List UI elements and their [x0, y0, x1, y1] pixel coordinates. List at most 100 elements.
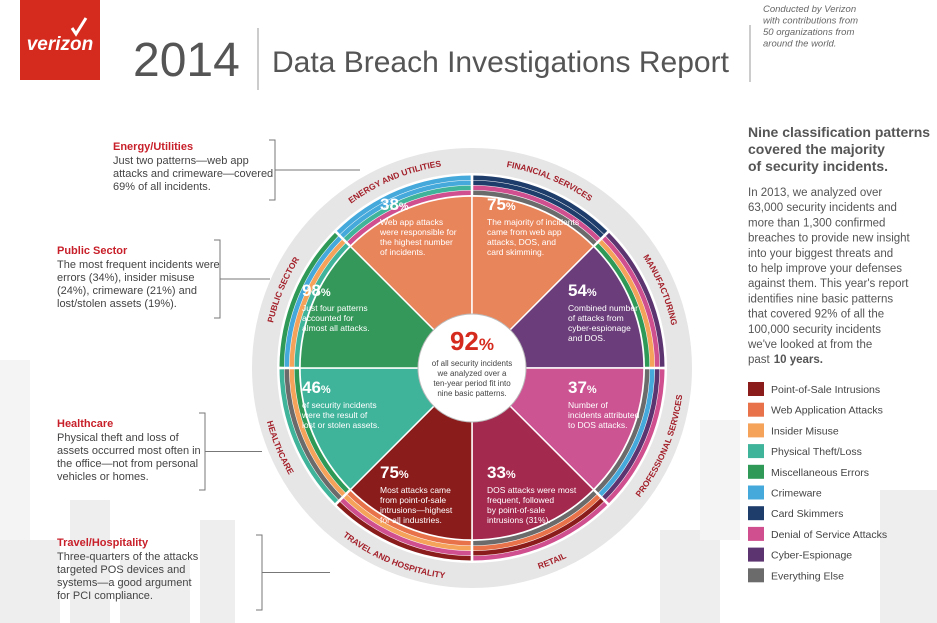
- note-line: Conducted by Verizon: [763, 4, 856, 15]
- annotation-text: Three-quarters of the attacks: [57, 551, 199, 563]
- legend-label: Everything Else: [771, 570, 844, 582]
- intro-text: that covered 92% of all the: [748, 309, 884, 321]
- intro-text: we've looked at from the: [747, 339, 872, 351]
- center-text: ten-year period fit into: [433, 379, 511, 388]
- legend-label: Web Application Attacks: [771, 405, 883, 417]
- sector-value: 98: [302, 281, 321, 300]
- sector-unit: %: [587, 384, 597, 396]
- annotation-text: for PCI compliance.: [57, 590, 153, 602]
- legend-swatch: [748, 464, 764, 479]
- annotation-text: Physical theft and loss of: [57, 432, 180, 444]
- sector-percent: 38%: [380, 195, 409, 214]
- sector-text: The majority of incidents: [487, 217, 579, 227]
- center-text: we analyzed over a: [437, 369, 507, 378]
- sector-text: cyber-espionage: [568, 323, 631, 333]
- intro-line: 100,000 security incidents: [748, 324, 881, 336]
- annotation-bracket: [269, 139, 360, 201]
- sector-text: came from web app: [487, 227, 562, 237]
- annotation-text: (24%), crimeware (21%) and: [57, 285, 197, 297]
- legend-label: Denial of Service Attacks: [771, 529, 887, 541]
- annotation-text: Just two patterns—web app: [113, 155, 249, 167]
- annotation-title: Energy/Utilities: [113, 141, 193, 153]
- sector-text: of attacks from: [568, 313, 624, 323]
- sector-value: 75: [487, 195, 506, 214]
- sector-unit: %: [321, 287, 331, 299]
- intro-line: breaches to provide new insight: [748, 233, 911, 245]
- sector-text: of security incidents: [302, 400, 377, 410]
- intro-line: against them. This year's report: [748, 278, 909, 290]
- skyline: [0, 360, 937, 623]
- intro-line: identifies nine basic patterns: [748, 293, 893, 305]
- intro-line: In 2013, we analyzed over: [748, 187, 882, 199]
- sector-value: 33: [487, 463, 506, 482]
- sector-text: of incidents.: [380, 247, 425, 257]
- sector-percent: 33%: [487, 463, 516, 482]
- sector-text: frequent, followed: [487, 495, 554, 505]
- sector-percent: 75%: [487, 195, 516, 214]
- sector-value: 75: [380, 463, 399, 482]
- sector-text: and DOS.: [568, 333, 605, 343]
- legend-swatch: [748, 402, 764, 417]
- sector-text: accounted for: [302, 313, 354, 323]
- legend-swatch: [748, 423, 764, 438]
- sector-unit: %: [506, 469, 516, 481]
- legend-swatch: [748, 382, 764, 396]
- year: 2014: [133, 34, 240, 87]
- sector-value: 54: [568, 281, 587, 300]
- sector-percent: 37%: [568, 378, 597, 397]
- annotation-bracket: [199, 412, 262, 491]
- sector-text: were the result of: [301, 410, 368, 420]
- sector-text: DOS attacks were most: [487, 485, 577, 495]
- sector-text: from point-of-sale: [380, 495, 446, 505]
- intro-text: past 10 years.: [748, 354, 823, 366]
- intro-text: against them. This year's report: [748, 278, 909, 290]
- legend-swatch: [748, 568, 764, 583]
- sector-unit: %: [399, 201, 409, 213]
- note-line: with contributions from: [763, 16, 858, 27]
- sector-unit: %: [506, 201, 516, 213]
- legend-swatch: [748, 526, 764, 541]
- sector-text: almost all attacks.: [302, 323, 370, 333]
- annotation-bracket: [214, 239, 270, 319]
- center-disc: [417, 313, 527, 423]
- annotation-text: the office—not from personal: [57, 458, 198, 470]
- legend-swatch: [748, 485, 764, 500]
- logo-check: [70, 17, 88, 37]
- annotation-text: attacks and crimeware—covered: [113, 168, 273, 180]
- annotation-text: systems—a good argument: [57, 577, 192, 589]
- annotation-title: Healthcare: [57, 418, 113, 430]
- intro-line: into your biggest threats and: [748, 248, 893, 260]
- annotation-text: assets occurred most often in: [57, 445, 201, 457]
- annotation-text: errors (34%), insider misuse: [57, 272, 195, 284]
- intro-line: to help improve your defenses: [748, 263, 902, 275]
- annotation-text: vehicles or homes.: [57, 471, 149, 483]
- sector-unit: %: [587, 287, 597, 299]
- logo-box: [20, 0, 100, 80]
- sector-text: Most attacks came: [380, 485, 451, 495]
- center-text: of all security incidents: [432, 359, 512, 368]
- sector-text: intrusions—highest: [380, 505, 453, 515]
- legend-label: Miscellaneous Errors: [771, 467, 869, 479]
- sector-text: were responsible for: [379, 227, 457, 237]
- legend-label: Physical Theft/Loss: [771, 446, 862, 458]
- sector-unit: %: [321, 384, 331, 396]
- legend-label: Cyber-Espionage: [771, 550, 852, 562]
- intro-line: more than 1,300 confirmed: [748, 217, 885, 229]
- sector-text: Web app attacks: [380, 217, 443, 227]
- intro-emphasis: 10 years.: [774, 354, 823, 366]
- center-value: 92: [450, 326, 479, 356]
- note-line: 50 organizations from: [763, 27, 854, 38]
- annotation-text: 69% of all incidents.: [113, 181, 211, 193]
- intro-text: identifies nine basic patterns: [748, 293, 893, 305]
- intro-line: past: [748, 354, 771, 366]
- center-percent: 92%: [450, 326, 494, 356]
- center-text: nine basic patterns.: [437, 389, 506, 398]
- legend-label: Insider Misuse: [771, 425, 839, 437]
- sector-percent: 46%: [302, 378, 331, 397]
- legend-label: Point-of-Sale Intrusions: [771, 384, 880, 396]
- sector-value: 46: [302, 378, 321, 397]
- intro-line: we've looked at from the: [747, 339, 872, 351]
- center-unit: %: [479, 335, 494, 354]
